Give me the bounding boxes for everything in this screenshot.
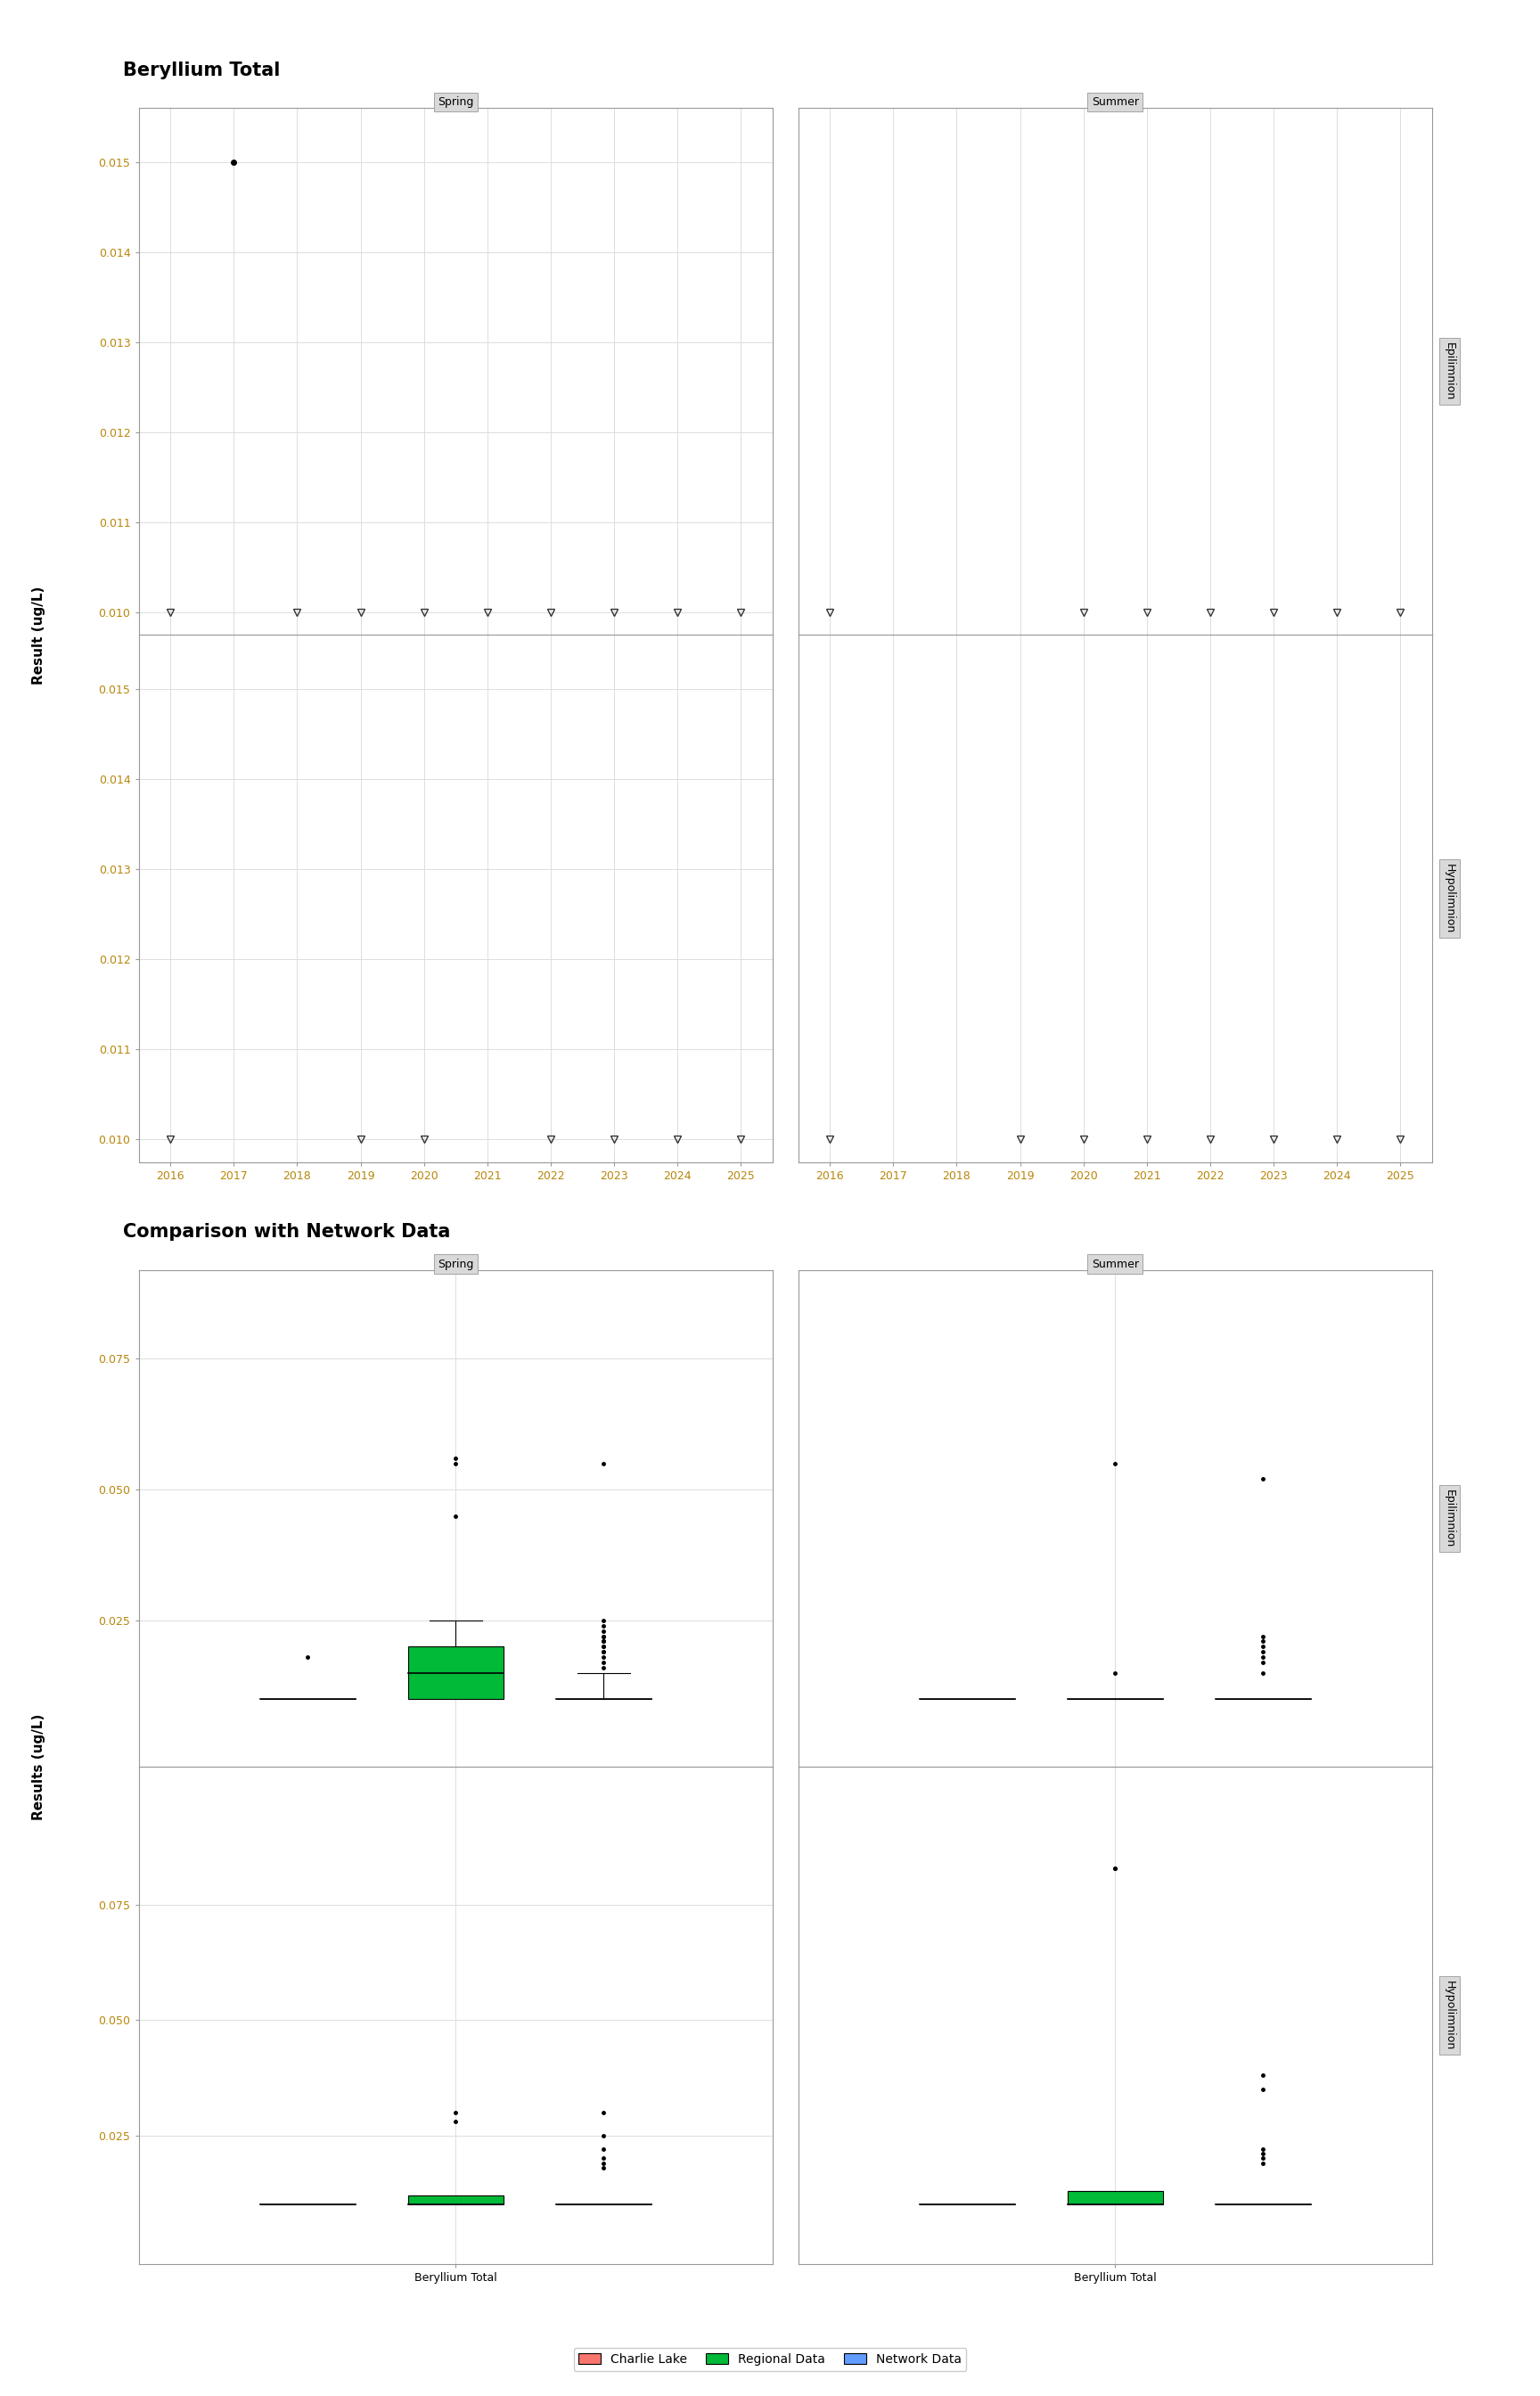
Title: Spring: Spring [437,96,474,108]
Legend: Charlie Lake, Regional Data, Network Data: Charlie Lake, Regional Data, Network Dat… [573,2348,967,2370]
Title: Spring: Spring [437,1258,474,1270]
Bar [408,1646,504,1699]
Title: Summer: Summer [1092,1258,1138,1270]
Bar [1067,2190,1163,2204]
Text: Result (ug/L): Result (ug/L) [32,585,45,685]
Text: Comparison with Network Data: Comparison with Network Data [123,1224,451,1241]
Text: Hypolimnion: Hypolimnion [1443,863,1455,934]
Bar [408,2195,504,2204]
Title: Summer: Summer [1092,96,1138,108]
Text: Epilimnion: Epilimnion [1443,1490,1455,1548]
Text: Epilimnion: Epilimnion [1443,343,1455,400]
Text: Beryllium Total: Beryllium Total [123,62,280,79]
Text: Results (ug/L): Results (ug/L) [32,1713,45,1821]
Text: Hypolimnion: Hypolimnion [1443,1981,1455,2051]
